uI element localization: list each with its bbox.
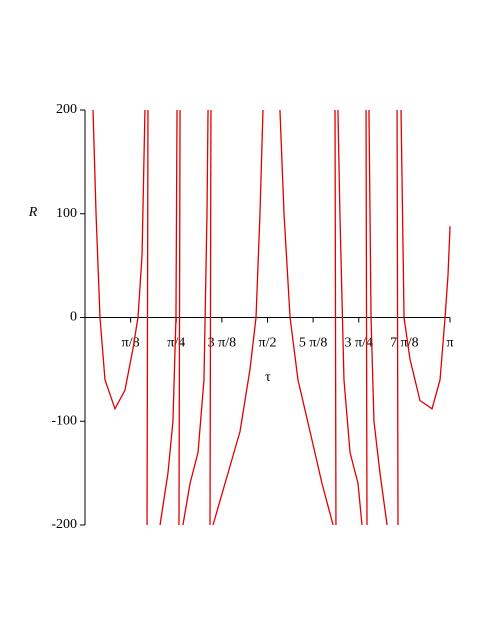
- y-tick-label: 0: [70, 310, 77, 325]
- x-tick-label: π/2: [259, 336, 277, 351]
- x-tick-label: π: [446, 336, 453, 351]
- y-tick-label: 100: [56, 206, 77, 221]
- x-tick-label: π/8: [122, 336, 140, 351]
- x-tick-label: π/4: [167, 336, 185, 351]
- x-tick-label: 5 π/8: [299, 336, 327, 351]
- y-tick-label: 200: [56, 102, 77, 117]
- y-tick-label: -100: [51, 413, 77, 428]
- y-tick-label: -200: [51, 517, 77, 532]
- x-tick-label: 3 π/4: [345, 336, 373, 351]
- x-tick-label: 3 π/8: [208, 336, 236, 351]
- y-axis-label: R: [28, 205, 38, 220]
- x-tick-label: 7 π/8: [390, 336, 418, 351]
- x-axis-label: τ: [265, 370, 271, 385]
- curve: [92, 109, 451, 526]
